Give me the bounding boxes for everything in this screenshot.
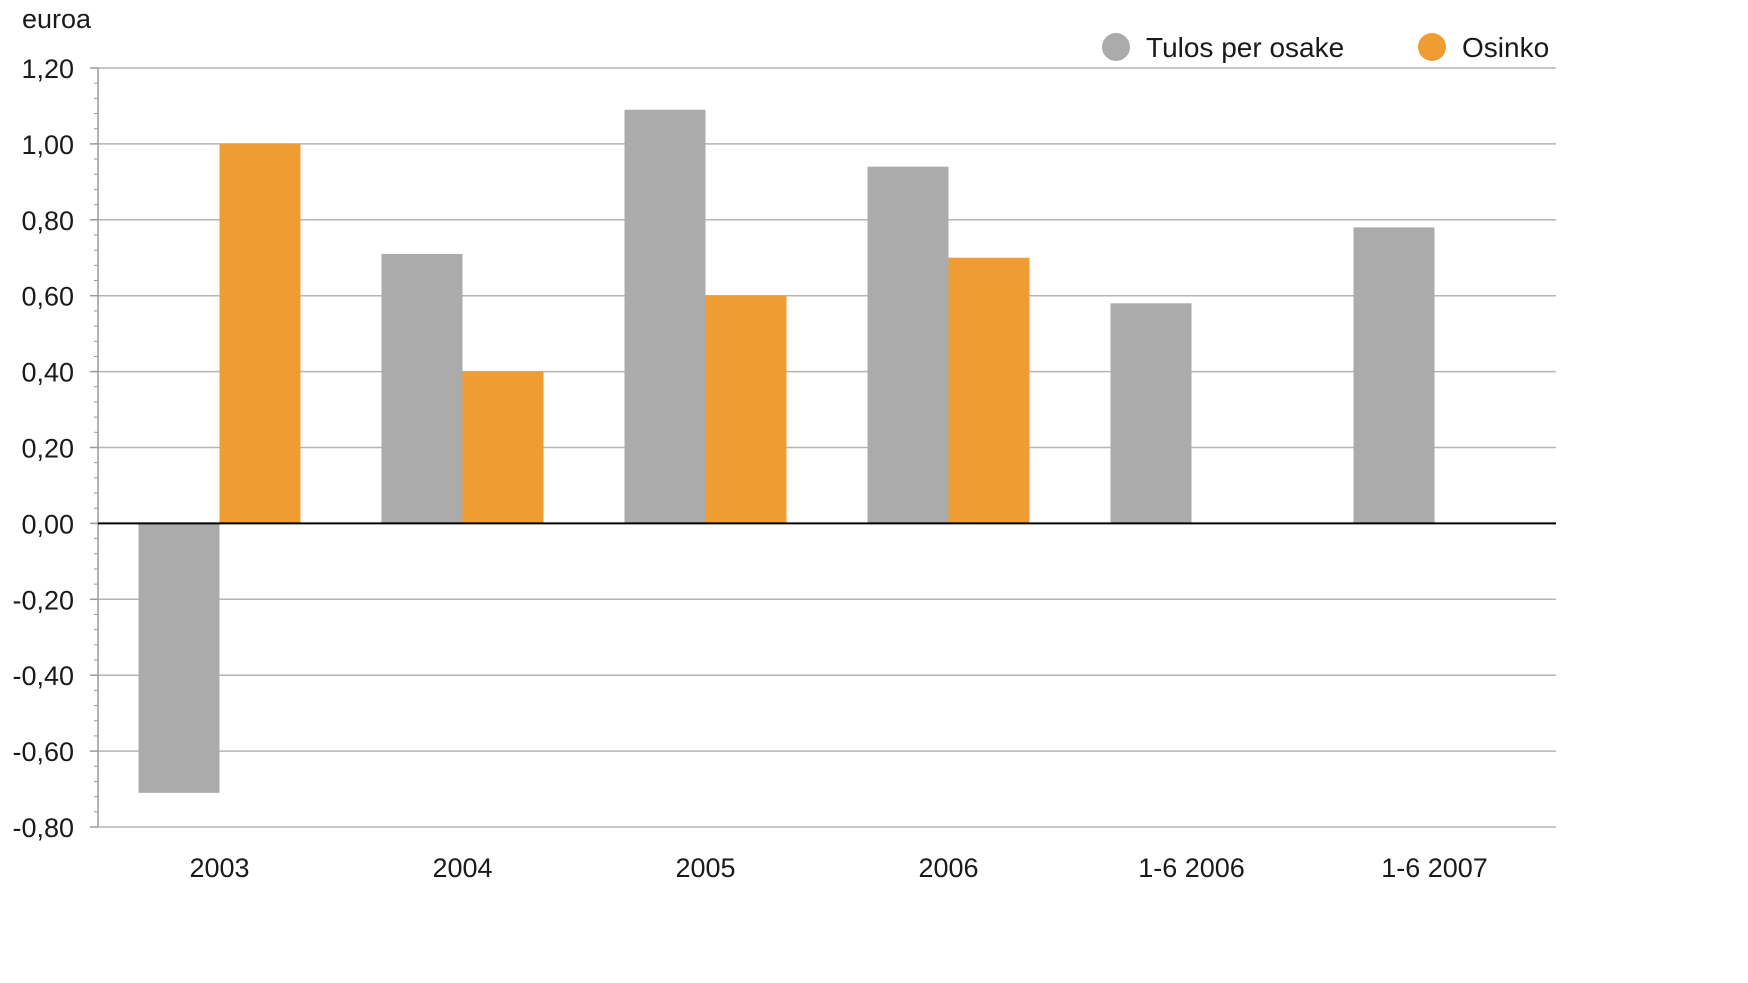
x-category-label: 1-6 2007 <box>1381 853 1488 883</box>
y-tick-label: -0,20 <box>12 585 74 615</box>
y-tick-label: 1,00 <box>21 130 74 160</box>
x-category-label: 2004 <box>432 853 492 883</box>
legend-marker <box>1418 33 1446 61</box>
y-tick-label: 1,20 <box>21 54 74 84</box>
y-axis-tick-labels: 1,20 1,00 0,80 0,60 0,40 0,20 0,00 -0,20 -0,40 -0… <box>12 54 74 843</box>
y-tick-label: 0,00 <box>21 509 74 539</box>
bar-tulos <box>1110 303 1192 524</box>
x-axis-category-labels: 2003 2004 2005 2006 1-6 2006 1-6 2007 <box>189 853 1487 883</box>
y-tick-label: -0,80 <box>12 813 74 843</box>
bar-osinko <box>948 257 1030 524</box>
bar-tulos <box>867 166 949 524</box>
bar-osinko <box>462 371 544 524</box>
y-tick-label: 0,40 <box>21 358 74 388</box>
legend-label: Tulos per osake <box>1146 32 1344 63</box>
bar-tulos <box>138 523 220 793</box>
legend: Tulos per osake Osinko <box>1102 32 1549 63</box>
y-axis-minor-ticks <box>90 67 98 828</box>
y-tick-label: -0,60 <box>12 737 74 767</box>
bar-tulos <box>1353 227 1435 524</box>
x-category-label: 2005 <box>675 853 735 883</box>
bar-osinko <box>705 295 787 524</box>
x-category-label: 1-6 2006 <box>1138 853 1245 883</box>
bar-tulos <box>381 253 463 524</box>
x-category-label: 2006 <box>918 853 978 883</box>
y-axis-unit-label: euroa <box>22 4 92 34</box>
x-category-label: 2003 <box>189 853 249 883</box>
bar-osinko <box>219 143 301 524</box>
y-tick-label: 0,60 <box>21 282 74 312</box>
y-tick-label: 0,80 <box>21 206 74 236</box>
y-tick-label: -0,40 <box>12 661 74 691</box>
legend-marker <box>1102 33 1130 61</box>
bar-tulos <box>624 109 706 524</box>
legend-label: Osinko <box>1462 32 1549 63</box>
bars <box>138 109 1435 793</box>
y-tick-label: 0,20 <box>21 434 74 464</box>
gridlines <box>98 67 1556 828</box>
